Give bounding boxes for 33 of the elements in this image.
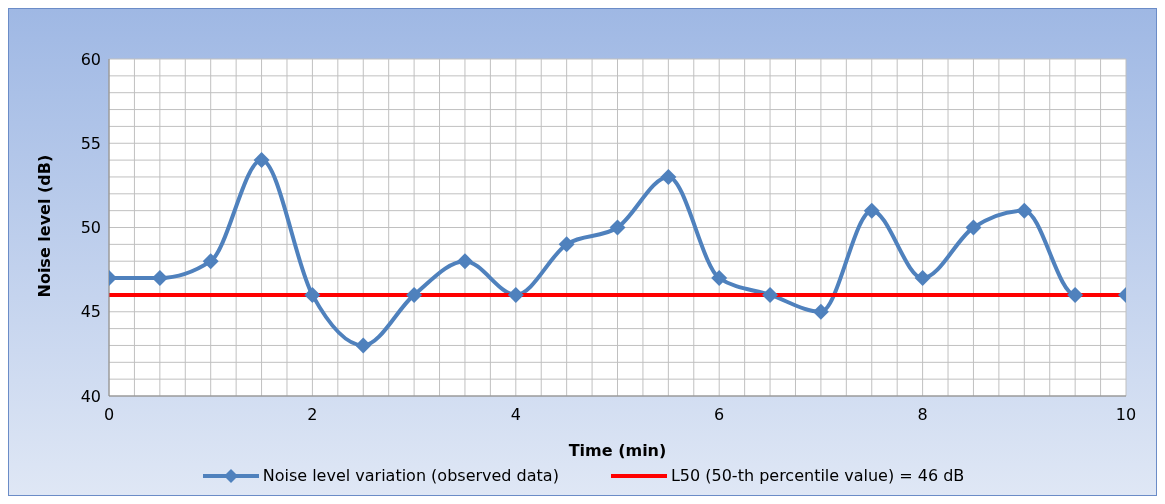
point — [406, 286, 423, 303]
y-axis-title: Noise level (dB) — [34, 154, 54, 298]
point — [1016, 202, 1033, 219]
x-tick-label: 8 — [917, 405, 928, 424]
x-tick-label: 6 — [714, 405, 725, 424]
legend-label: Noise level variation (observed data) — [262, 466, 559, 485]
point — [812, 303, 829, 320]
x-axis-title: Time (min) — [568, 441, 667, 460]
x-tick-label: 10 — [1115, 405, 1137, 424]
y-tick-label: 55 — [80, 133, 101, 153]
x-tick-label: 0 — [103, 405, 115, 424]
point — [355, 337, 372, 354]
y-tick-label: 40 — [80, 386, 101, 406]
point — [456, 253, 473, 270]
point — [660, 168, 677, 185]
point — [304, 286, 321, 303]
point — [965, 219, 982, 236]
legend-label: L50 (50-th percentile value) = 46 dB — [670, 466, 965, 485]
x-tick-label: 4 — [510, 405, 521, 424]
x-tick-label: 2 — [307, 405, 318, 424]
point — [762, 286, 779, 303]
point — [914, 270, 931, 287]
point — [558, 236, 575, 253]
point — [253, 152, 270, 169]
point — [711, 270, 728, 287]
point — [863, 202, 880, 219]
point — [609, 219, 626, 236]
point — [202, 253, 219, 270]
y-tick-label: 60 — [80, 49, 101, 69]
y-tick-label: 50 — [80, 218, 101, 238]
point — [1067, 286, 1084, 303]
point — [507, 286, 524, 303]
y-tick-label: 45 — [80, 302, 101, 322]
